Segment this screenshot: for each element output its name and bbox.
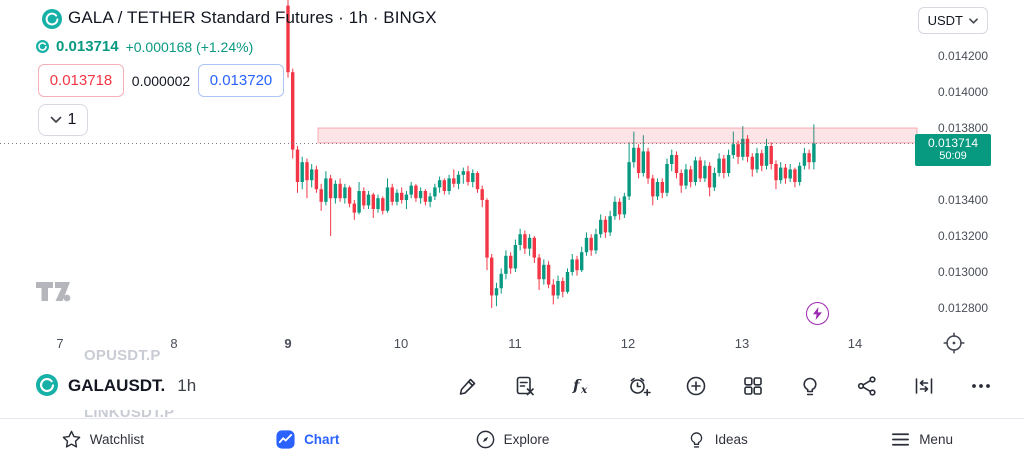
nav-item-watchlist[interactable]: Watchlist [0, 419, 205, 460]
time-axis-label: 12 [620, 336, 636, 351]
price-change-text: +0.000168 (+1.24%) [125, 38, 254, 55]
last-price-text: 0.013714 [56, 38, 119, 55]
toolbar-symbol-button[interactable]: GALAUSDT. 1h [36, 373, 197, 399]
order-buttons-row: 0.013718 0.000002 0.013720 [38, 64, 284, 97]
candlestick-chart[interactable] [0, 0, 1024, 334]
time-axis[interactable]: 7 8 9 10 11 12 13 14 [0, 336, 1024, 352]
svg-text:x: x [580, 384, 588, 396]
price-axis-label: 0.013200 [937, 229, 988, 243]
more-icon[interactable] [960, 366, 1002, 406]
pen-icon[interactable] [447, 366, 489, 406]
nav-label: Ideas [714, 432, 748, 447]
alert-plus-icon[interactable] [618, 366, 660, 406]
sell-price-button[interactable]: 0.013718 [38, 64, 124, 97]
add-circle-icon[interactable] [675, 366, 717, 406]
nav-item-chart[interactable]: Chart [205, 419, 410, 460]
nav-label: Explore [503, 432, 550, 447]
compare-arrows-icon[interactable] [903, 366, 945, 406]
price-axis-label: 0.014200 [937, 49, 988, 63]
price-axis-label: 0.012800 [937, 301, 988, 315]
time-axis-label: 7 [56, 336, 64, 351]
document-x-icon[interactable] [504, 366, 546, 406]
layout-grid-icon[interactable] [732, 366, 774, 406]
time-axis-label: 13 [734, 336, 750, 351]
currency-dropdown[interactable]: USDT [917, 7, 988, 34]
idea-bulb-icon[interactable] [789, 366, 831, 406]
nav-item-ideas[interactable]: Ideas [614, 419, 819, 460]
chevron-down-icon [969, 17, 978, 24]
fx-indicators-icon[interactable]: f x [561, 366, 603, 406]
time-axis-label: 9 [284, 336, 292, 351]
toolbar-symbol-label: GALAUSDT. [68, 376, 166, 395]
candle-count-dropdown[interactable]: 1 [38, 104, 88, 136]
nav-item-explore[interactable]: Explore [410, 419, 615, 460]
nav-label: Chart [304, 432, 340, 447]
chart-tab-icon [276, 430, 295, 449]
time-axis-label: 10 [393, 336, 409, 351]
price-axis-label: 0.013000 [937, 265, 988, 279]
ghost-watchlist-item: OPUSDT.P [84, 347, 161, 364]
gala-coin-mini-icon [36, 40, 49, 53]
price-axis-label: 0.013400 [937, 193, 988, 207]
quote-row: 0.013714 +0.000168 (+1.24%) [36, 38, 253, 55]
chevron-down-icon [50, 116, 61, 123]
svg-text:f: f [572, 377, 582, 395]
gala-coin-icon [36, 373, 58, 399]
toolbar-interval-label: 1h [177, 376, 197, 395]
nav-label: Watchlist [89, 432, 145, 447]
menu-icon [892, 433, 910, 446]
last-price-value: 0.013714 [927, 136, 979, 150]
time-axis-label: 11 [508, 336, 522, 351]
flash-boost-button[interactable] [806, 302, 829, 325]
nav-label: Menu [919, 432, 953, 447]
buy-price-button[interactable]: 0.013720 [198, 64, 284, 97]
time-axis-label: 14 [847, 336, 863, 351]
last-price-tag: 0.013714 50:09 [915, 134, 991, 166]
tradingview-logo [36, 282, 74, 312]
time-axis-label: 8 [170, 336, 178, 351]
candle-count-value: 1 [67, 111, 77, 128]
compass-icon [476, 430, 494, 449]
spread-value: 0.000002 [131, 72, 191, 89]
bar-countdown: 50:09 [939, 150, 967, 162]
star-icon [62, 430, 81, 448]
toolbar-icons: f x [447, 366, 1002, 406]
bottom-nav: Watchlist Chart Explore Ideas [0, 418, 1024, 460]
crosshair-target-icon[interactable] [942, 331, 966, 358]
chart-toolbar: GALAUSDT. 1h f [0, 362, 1024, 410]
lightning-icon [813, 307, 822, 320]
currency-dropdown-label: USDT [927, 13, 963, 28]
bulb-icon [690, 432, 702, 448]
nav-item-menu[interactable]: Menu [819, 419, 1024, 460]
share-icon[interactable] [846, 366, 888, 406]
price-axis[interactable]: 0.014200 0.014000 0.013800 0.013400 0.013200… [898, 0, 988, 332]
gala-coin-icon [42, 9, 62, 29]
price-axis-label: 0.013800 [937, 121, 988, 135]
price-axis-label: 0.014000 [937, 85, 988, 99]
symbol-title[interactable]: GALA / TETHER Standard Futures · 1h · BI… [68, 8, 437, 27]
